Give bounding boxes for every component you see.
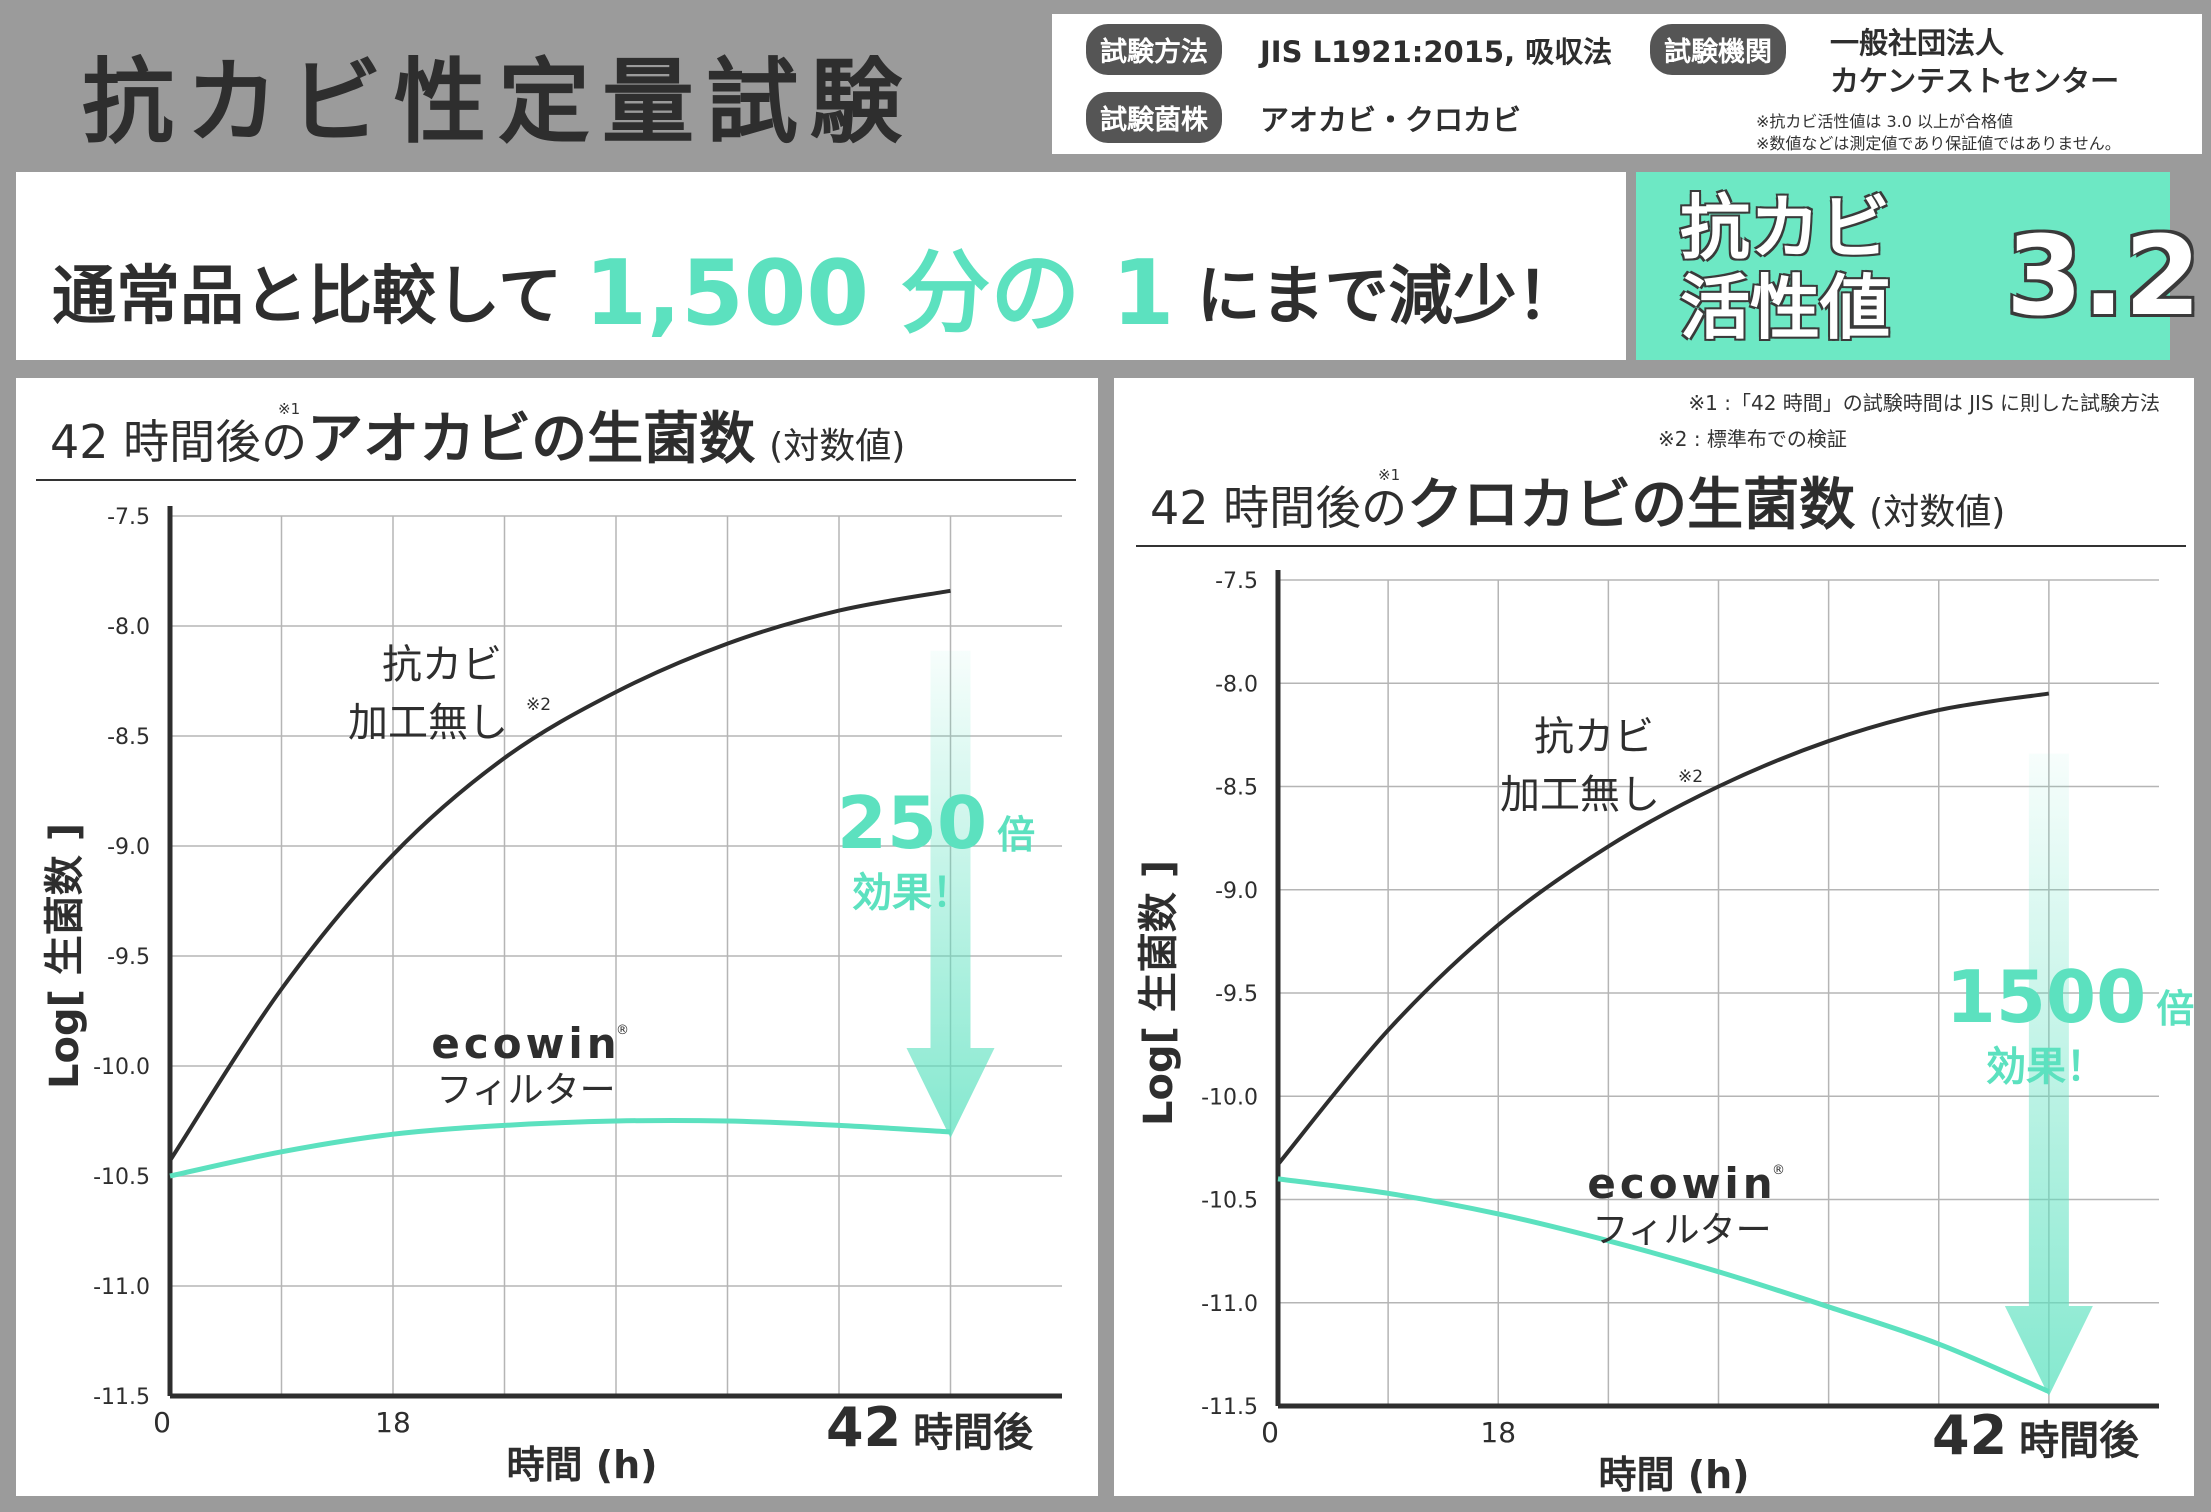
ecowin-brand-label: ecowin [1587, 1159, 1776, 1208]
method-value: JIS L1921:2015, 吸収法 [1260, 35, 1613, 69]
y-tick-label: -11.0 [1201, 1292, 1258, 1317]
comparison-banner: 通常品と比較して 1,500 分の 1 にまで減少！ [16, 172, 1626, 360]
y-tick-label: -11.5 [93, 1385, 150, 1410]
untreated-label-sup: ※2 [526, 695, 551, 715]
effect-value: 250 [837, 781, 987, 865]
end-time-label: 42 時間後 [826, 1396, 1034, 1459]
y-tick-label: -8.0 [1215, 672, 1258, 697]
method-pill: 試験方法 [1086, 24, 1222, 75]
y-tick-label: -10.5 [93, 1165, 150, 1190]
untreated-line [1276, 691, 2050, 1166]
x-axis-label: 時間 (h) [1598, 1453, 1749, 1496]
chart-title-main: クロカビの生菌数 [1407, 473, 1855, 538]
effect-value: 1500 [1946, 955, 2146, 1039]
activity-value-box: 抗カビ 活性値 3.2 [1636, 172, 2201, 360]
y-tick-label: -9.0 [107, 835, 150, 860]
ecowin-line [169, 1117, 951, 1179]
y-tick-label: -9.5 [1215, 982, 1258, 1007]
end-time-number: 42 [826, 1396, 901, 1459]
chart-title-prefix: 42 時間後の [50, 415, 307, 469]
ecowin-line [1277, 1176, 2050, 1394]
ecowin-registered-mark: ® [616, 1023, 629, 1038]
chart-title-main: アオカビの生菌数 [307, 407, 755, 472]
note-disclaimer: ※数値などは測定値であり保証値ではありません。 [1756, 134, 2121, 153]
effect-text: 効果！ [852, 870, 972, 916]
end-time-label: 42 時間後 [1932, 1404, 2140, 1467]
ecowin-brand-label: ecowin [431, 1019, 620, 1068]
chart-title-suffix: (対数値) [1869, 492, 2005, 533]
ecowin-label-2: フィルター [436, 1070, 615, 1111]
untreated-label-1: 抗カビ [382, 642, 502, 688]
untreated-label-1: 抗カビ [1534, 714, 1654, 760]
chart-title: 42 時間後のアオカビの生菌数 (対数値) [50, 407, 905, 472]
activity-label: 抗カビ 活性値 [1680, 188, 1890, 348]
page-title: 抗カビ性定量試験 [82, 49, 915, 156]
footnote-1: ※1 :「42 時間」の試験時間は JIS に則した試験方法 [1688, 391, 2160, 415]
y-tick-label: -7.5 [1215, 569, 1258, 594]
y-tick-label: -11.5 [1201, 1395, 1258, 1420]
y-tick-label: -7.5 [107, 505, 150, 530]
chart-title: 42 時間後のクロカビの生菌数 (対数値) [1150, 473, 2005, 538]
banner-text-after: にまで減少！ [1196, 260, 1581, 334]
effect-unit: 倍 [2156, 987, 2194, 1031]
end-time-text: 時間後 [913, 1410, 1034, 1456]
y-tick-label: -10.5 [1201, 1189, 1258, 1214]
x-tick-label: 18 [375, 1406, 411, 1439]
untreated-label-2: 加工無し [1500, 772, 1660, 818]
activity-label-1: 抗カビ [1680, 187, 1890, 269]
chart-title-prefix: 42 時間後の [1150, 481, 1407, 535]
y-tick-label: -8.5 [107, 725, 150, 750]
ecowin-registered-mark: ® [1772, 1163, 1785, 1178]
effect-multiplier: 250 倍 [837, 781, 1035, 865]
chart-title-sup: ※1 [1378, 466, 1400, 484]
y-tick-label: -11.0 [93, 1275, 150, 1300]
difference-arrow [906, 650, 995, 1138]
x-axis-label: 時間 (h) [506, 1443, 657, 1487]
chart-title-suffix: (対数値) [769, 426, 905, 467]
y-axis-label: Log[ 生菌数 ] [42, 823, 88, 1089]
untreated-label-sup: ※2 [1678, 767, 1703, 787]
note-pass-value: ※抗カビ活性値は 3.0 以上が合格値 [1756, 112, 2014, 131]
ecowin-label-2: フィルター [1592, 1210, 1771, 1251]
difference-arrow [2004, 753, 2093, 1396]
y-tick-label: -9.5 [107, 945, 150, 970]
strain-value: アオカビ・クロカビ [1260, 103, 1522, 137]
footnote-2: ※2 : 標準布での検証 [1658, 427, 1847, 451]
banner-highlight: 1,500 分の 1 [584, 241, 1175, 346]
x-tick-label: 0 [153, 1406, 171, 1439]
activity-value: 3.2 [2006, 212, 2201, 340]
end-time-text: 時間後 [2019, 1418, 2140, 1464]
banner-text-before: 通常品と比較して [52, 260, 563, 334]
y-tick-label: -9.0 [1215, 879, 1258, 904]
chart-title-sup: ※1 [278, 400, 300, 418]
effect-unit: 倍 [997, 813, 1035, 857]
y-tick-label: -8.5 [1215, 776, 1258, 801]
y-axis-label: Log[ 生菌数 ] [1136, 860, 1182, 1126]
institution-value-1: 一般社団法人 [1830, 26, 2005, 60]
untreated-label-2: 加工無し [348, 700, 508, 746]
x-tick-label: 18 [1480, 1416, 1516, 1449]
end-time-number: 42 [1932, 1404, 2007, 1467]
x-tick-label: 0 [1261, 1416, 1279, 1449]
institution-value-2: カケンテストセンター [1830, 64, 2120, 98]
chart-panel-black-mold: 42 時間後のクロカビの生菌数 (対数値) ※1 -7.5 -8.0 -8.5 -9.0 -9… [1114, 378, 2194, 1496]
chart-panel-blue-mold: 42 時間後のアオカビの生菌数 (対数値) ※1 -7.5 -8.0 -8.5 -9.0 -9… [16, 378, 1098, 1496]
institution-pill: 試験機関 [1650, 24, 1786, 75]
y-tick-label: -8.0 [107, 615, 150, 640]
effect-multiplier: 1500 倍 [1946, 955, 2194, 1039]
strain-pill: 試験菌株 [1086, 92, 1222, 143]
test-info-box: 試験方法 JIS L1921:2015, 吸収法 試験機関 一般社団法人 カケン… [1052, 14, 2202, 154]
chart-blue-mold: 42 時間後のアオカビの生菌数 (対数値) ※1 -7.5 -8.0 -8.5 -9.0 -9… [36, 400, 1076, 1487]
y-tick-label: -10.0 [1201, 1085, 1258, 1110]
y-tick-label: -10.0 [93, 1055, 150, 1080]
effect-text: 効果！ [1986, 1044, 2106, 1090]
chart-black-mold: 42 時間後のクロカビの生菌数 (対数値) ※1 -7.5 -8.0 -8.5 -9.0 -9… [1136, 391, 2194, 1496]
activity-label-2: 活性値 [1680, 267, 1890, 349]
